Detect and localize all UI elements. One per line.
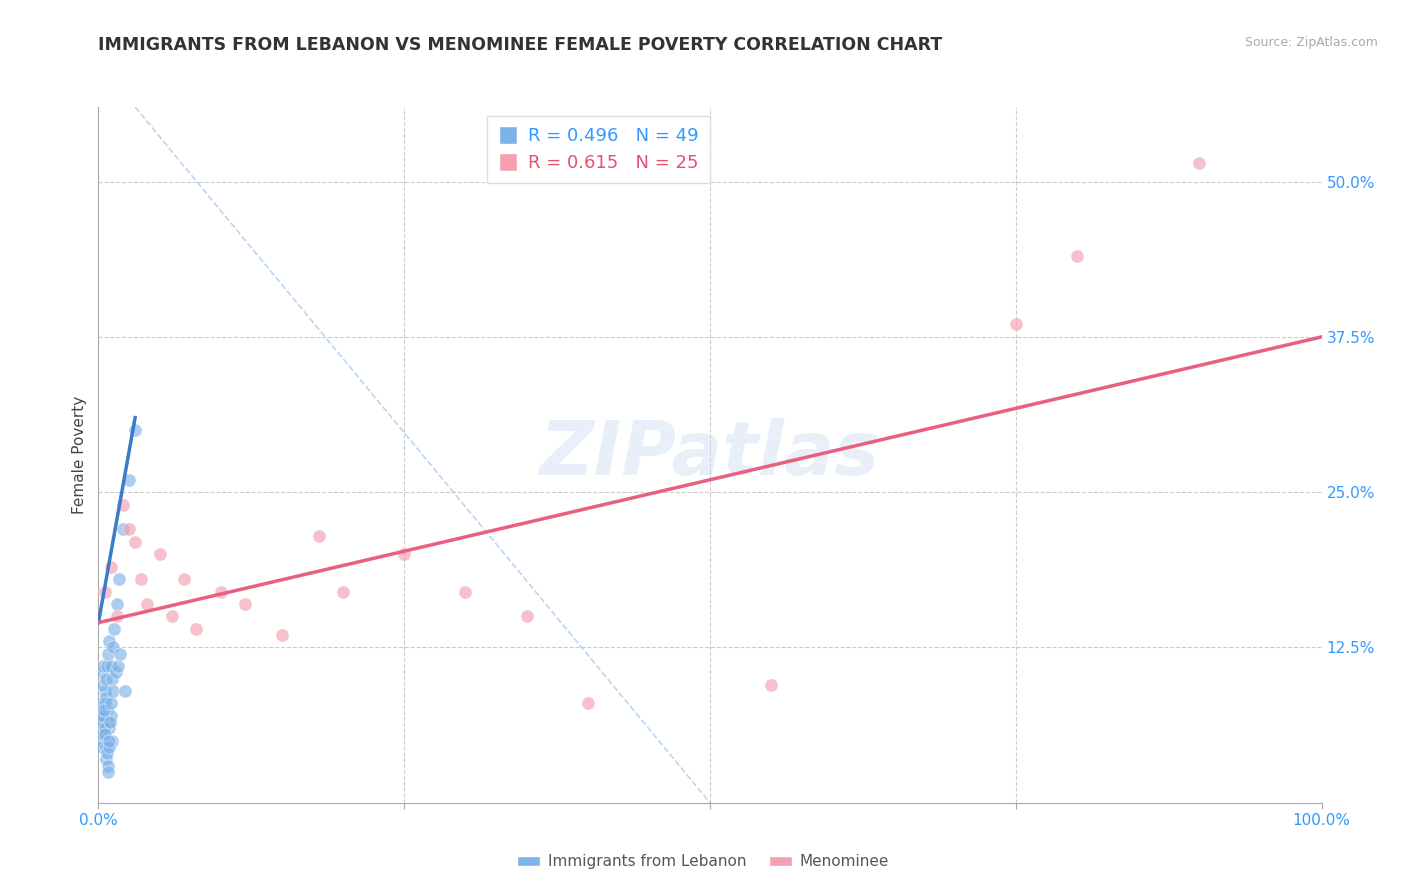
Point: [124, 423, 146, 437]
Point: [118, 473, 141, 487]
Point: [97, 758, 120, 772]
Point: [103, 622, 125, 636]
Point: [100, 708, 122, 723]
Point: [101, 684, 124, 698]
Point: [101, 640, 124, 655]
Point: [93, 703, 115, 717]
Point: [129, 572, 152, 586]
Point: [93, 721, 115, 735]
Point: [96, 703, 118, 717]
Point: [124, 535, 146, 549]
Point: [91, 708, 114, 723]
Point: [108, 572, 131, 586]
Point: [110, 647, 132, 661]
Point: [91, 678, 114, 692]
Point: [100, 697, 122, 711]
Point: [111, 498, 134, 512]
Point: [97, 764, 120, 779]
Point: [90, 733, 112, 747]
Point: [94, 672, 117, 686]
Point: [101, 672, 124, 686]
Point: [98, 714, 121, 729]
Point: [91, 714, 114, 729]
Point: [1004, 318, 1026, 332]
Point: [94, 739, 117, 754]
Point: [100, 559, 122, 574]
Point: [91, 727, 114, 741]
Point: [97, 714, 120, 729]
Point: [98, 733, 121, 747]
Point: [270, 628, 294, 642]
Point: [96, 746, 118, 760]
Point: [96, 752, 118, 766]
Point: [90, 697, 112, 711]
Point: [516, 609, 538, 624]
Point: [90, 739, 112, 754]
Legend: R = 0.496   N = 49, R = 0.615   N = 25: R = 0.496 N = 49, R = 0.615 N = 25: [486, 116, 710, 183]
Point: [91, 659, 114, 673]
Point: [94, 727, 117, 741]
Point: [114, 684, 136, 698]
Point: [136, 597, 159, 611]
Point: [209, 584, 232, 599]
Point: [332, 584, 354, 599]
Point: [1188, 156, 1211, 170]
Point: [107, 659, 129, 673]
Point: [101, 733, 124, 747]
Point: [186, 622, 208, 636]
Point: [91, 708, 114, 723]
Point: [105, 609, 128, 624]
Point: [96, 659, 118, 673]
Point: [761, 678, 783, 692]
Point: [97, 647, 120, 661]
Point: [91, 665, 114, 680]
Point: [1066, 249, 1088, 263]
Point: [98, 721, 121, 735]
Point: [308, 529, 330, 543]
Point: [93, 684, 115, 698]
Point: [93, 584, 115, 599]
Point: [93, 697, 115, 711]
Point: [149, 547, 172, 561]
Point: [105, 597, 128, 611]
Text: Source: ZipAtlas.com: Source: ZipAtlas.com: [1244, 36, 1378, 49]
Point: [454, 584, 477, 599]
Point: [97, 739, 120, 754]
Point: [104, 665, 127, 680]
Y-axis label: Female Poverty: Female Poverty: [72, 396, 87, 514]
Point: [111, 523, 134, 537]
Point: [233, 597, 256, 611]
Point: [173, 572, 195, 586]
Point: [392, 547, 416, 561]
Legend: Immigrants from Lebanon, Menominee: Immigrants from Lebanon, Menominee: [510, 848, 896, 875]
Point: [94, 690, 117, 705]
Point: [100, 659, 122, 673]
Point: [98, 634, 121, 648]
Text: ZIPatlas: ZIPatlas: [540, 418, 880, 491]
Point: [89, 721, 111, 735]
Text: IMMIGRANTS FROM LEBANON VS MENOMINEE FEMALE POVERTY CORRELATION CHART: IMMIGRANTS FROM LEBANON VS MENOMINEE FEM…: [98, 36, 942, 54]
Point: [118, 523, 141, 537]
Point: [160, 609, 183, 624]
Point: [576, 697, 599, 711]
